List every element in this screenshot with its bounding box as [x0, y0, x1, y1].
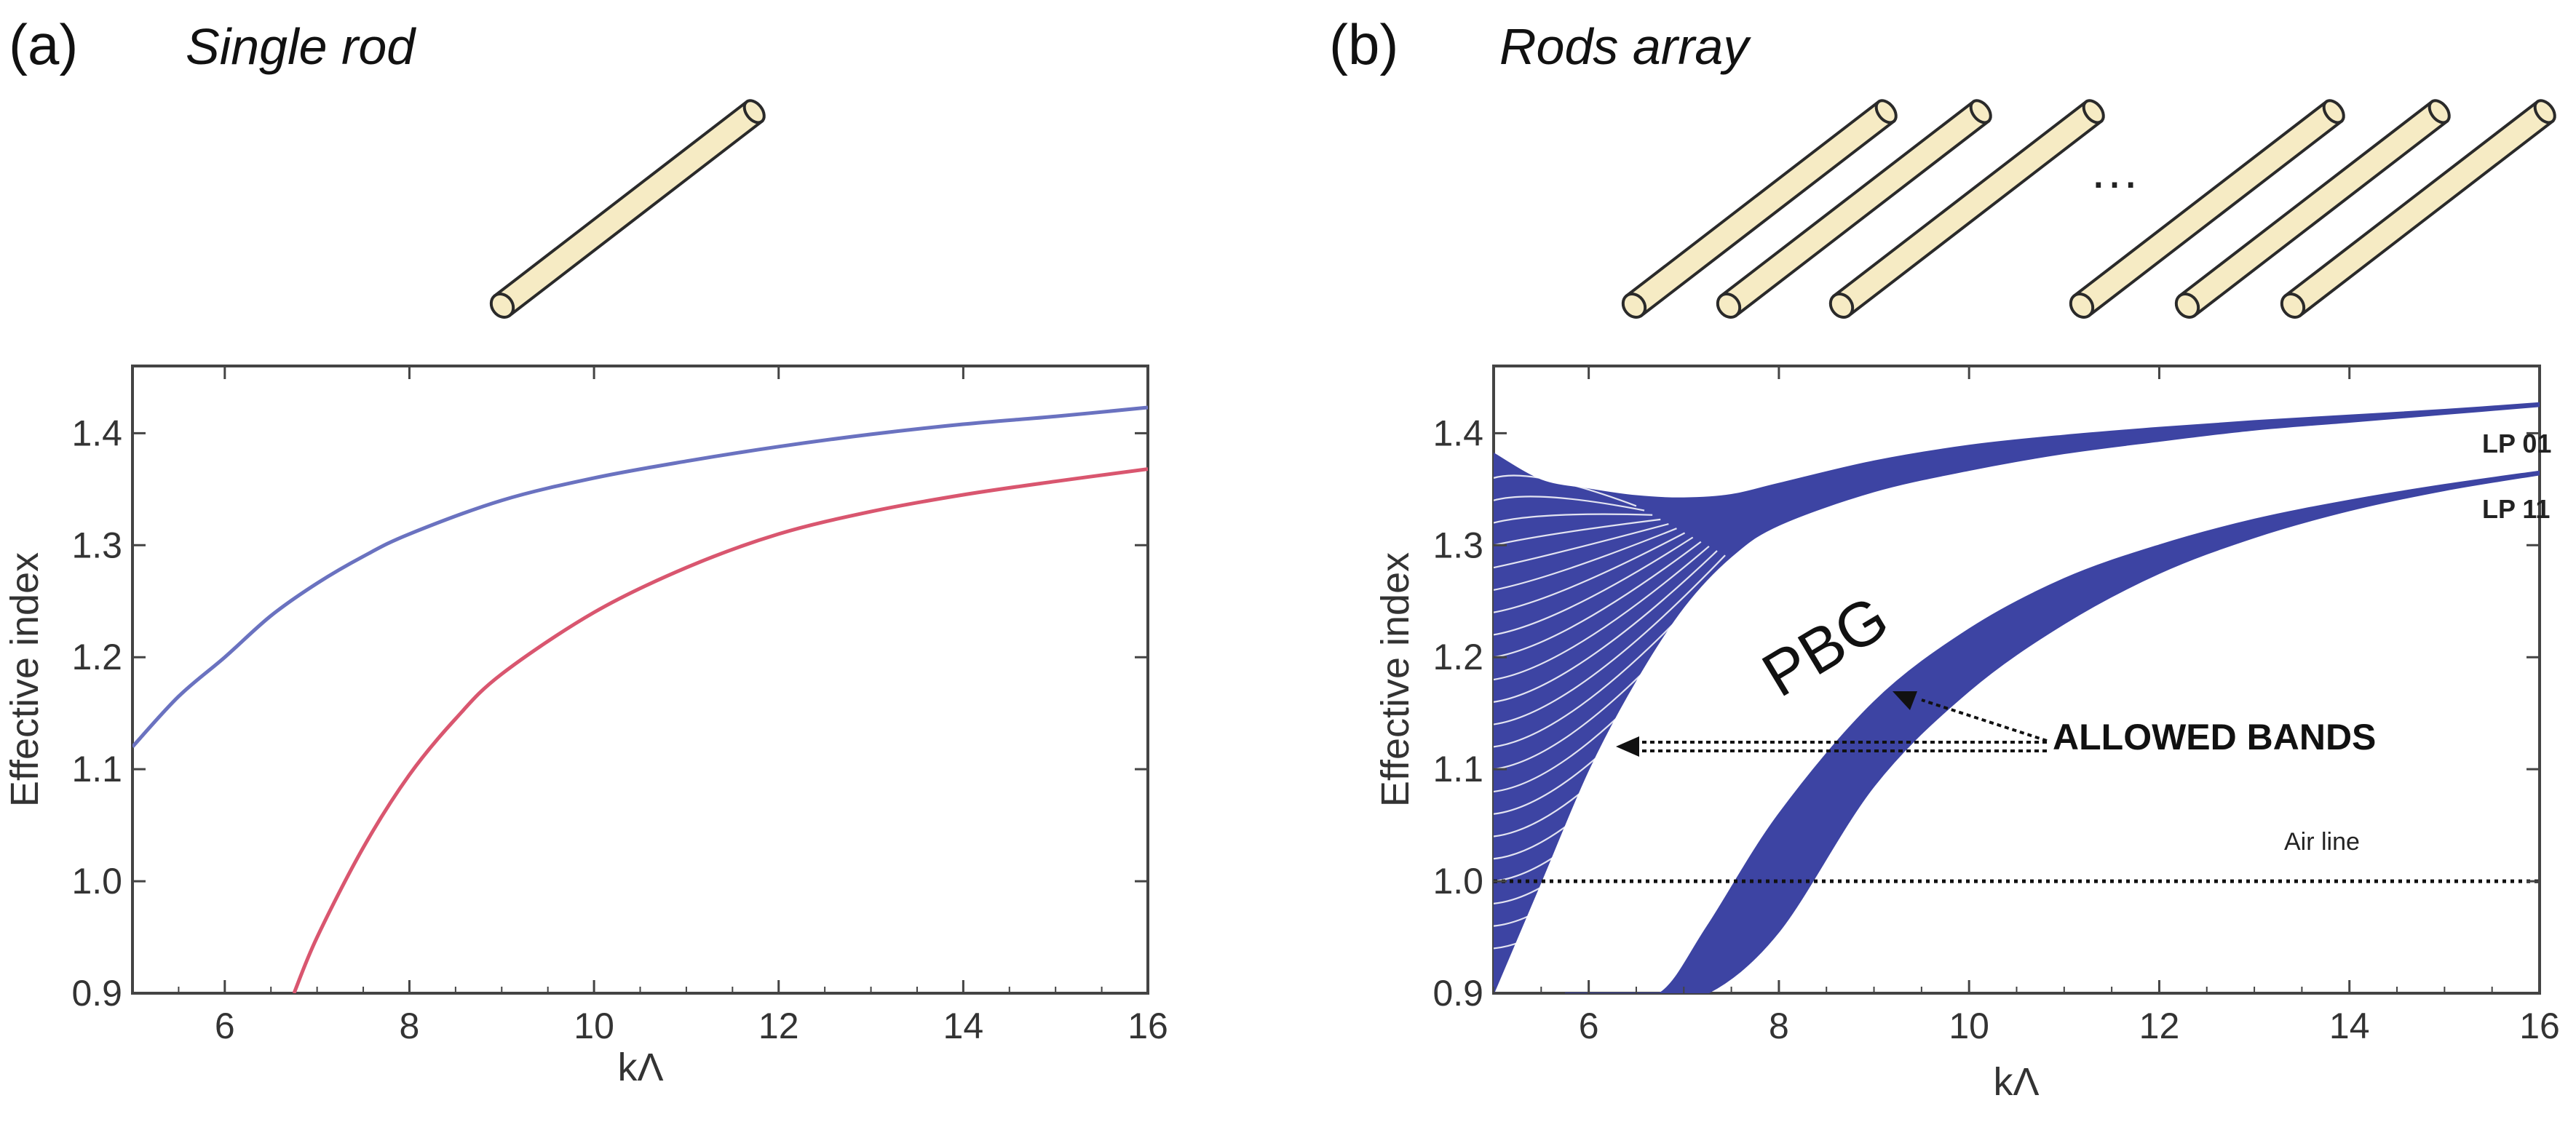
fine-line: [1494, 522, 1669, 569]
plot-b-bands: [1494, 402, 2540, 993]
band-fine-structure: [1494, 474, 1807, 950]
series-line-lp01: [132, 405, 1148, 749]
y-tick-label: 1.1: [71, 749, 122, 789]
y-axis-label-a: Effective index: [3, 552, 47, 807]
fine-line: [1494, 577, 1767, 837]
series-line-lp11: [292, 467, 1148, 993]
y-tick-label: 1.4: [71, 413, 122, 453]
x-tick-label: 12: [2139, 1006, 2180, 1046]
x-tick-label: 14: [2329, 1006, 2370, 1046]
fine-line: [1494, 581, 1775, 860]
panel-b: (b) Rods array … 6 8 10 12 14 16 0.9 1.0 1.1 1.2 1…: [1329, 12, 2560, 1104]
x-tick-label: 16: [1128, 1006, 1168, 1046]
y-axis-label-b: Effective index: [1374, 552, 1417, 807]
x-tick-label: 14: [943, 1006, 984, 1046]
fine-line: [1494, 496, 1645, 512]
y-tick-label: 1.0: [1432, 861, 1483, 902]
plot-frame-a: [131, 365, 1149, 995]
fine-line: [1494, 528, 1677, 591]
y-tick-label: 1.2: [71, 637, 122, 677]
y-tick-label: 1.0: [71, 861, 122, 902]
arrow-head-lp11: [1893, 691, 1917, 710]
rod-icon: [2174, 99, 2451, 319]
panel-b-letter: (b): [1329, 12, 1398, 76]
arrow-head-lp01: [1616, 736, 1639, 757]
panel-a-letter: (a): [9, 12, 78, 76]
plot-b-ticks: 6 8 10 12 14 16 0.9 1.0 1.1 1.2 1.3 1.4: [1432, 366, 2560, 1046]
fine-line: [1494, 590, 1791, 904]
x-tick-label: 6: [215, 1006, 235, 1046]
x-tick-label: 8: [400, 1006, 420, 1046]
arrow-line-lp11: [1921, 699, 2048, 742]
fine-line: [1494, 563, 1743, 771]
fine-line: [1494, 573, 1759, 815]
rod-icon: [489, 99, 766, 319]
lp01-label: LP 01: [2482, 429, 2551, 458]
rod-icon: [1621, 99, 1898, 319]
plot-a: 6 8 10 12 14 16 0.9 1.0 1.1 1.2 1.3 1.4 kΛ Effectiv…: [3, 365, 1168, 1089]
band-lp11: [1564, 470, 2540, 993]
rod-icon: [2069, 99, 2345, 319]
fine-line: [1494, 541, 1702, 659]
x-tick-label: 8: [1769, 1006, 1789, 1046]
y-tick-label: 0.9: [1432, 973, 1483, 1014]
plot-b: 6 8 10 12 14 16 0.9 1.0 1.1 1.2 1.3 1.4 kΛ Effectiv…: [1374, 365, 2560, 1104]
fine-line: [1494, 474, 1637, 507]
rods-ellipsis: …: [2089, 142, 2140, 199]
y-tick-label: 0.9: [71, 973, 122, 1014]
rod-icon: [1716, 99, 1992, 319]
plot-a-series: [132, 405, 1148, 993]
plot-a-ticks: 6 8 10 12 14 16 0.9 1.0 1.1 1.2 1.3 1.4: [71, 366, 1168, 1046]
x-axis-label-b: kΛ: [1993, 1060, 2039, 1104]
fine-line: [1494, 594, 1799, 927]
x-tick-label: 16: [2519, 1006, 2560, 1046]
x-axis-label-a: kΛ: [617, 1046, 663, 1089]
y-tick-label: 1.1: [1432, 749, 1483, 789]
air-line-label: Air line: [2284, 828, 2360, 856]
fine-line: [1494, 518, 1661, 546]
fine-line: [1494, 600, 1807, 950]
x-tick-label: 6: [1579, 1006, 1599, 1046]
allowed-bands-arrows: [1616, 691, 2048, 757]
panel-b-title: Rods array: [1499, 18, 1751, 75]
single-rod-illustration: [489, 99, 766, 319]
rod-icon: [2280, 99, 2556, 319]
rod-icon: [1828, 99, 2105, 319]
x-tick-label: 12: [758, 1006, 799, 1046]
fine-line: [1494, 586, 1783, 883]
fine-line: [1494, 550, 1718, 703]
rods-array-illustration: [1621, 99, 2556, 319]
fine-line: [1494, 532, 1686, 613]
fine-line: [1494, 568, 1751, 793]
band-lp01: [1494, 402, 2540, 993]
y-tick-label: 1.4: [1432, 413, 1483, 453]
pbg-label: PBG: [1751, 582, 1900, 710]
fine-line: [1494, 554, 1726, 725]
y-tick-label: 1.3: [71, 525, 122, 565]
fine-line: [1494, 536, 1694, 636]
fine-line: [1494, 513, 1653, 524]
fine-line: [1494, 559, 1735, 748]
allowed-bands-label: ALLOWED BANDS: [2053, 717, 2376, 757]
x-tick-label: 10: [574, 1006, 614, 1046]
y-tick-label: 1.3: [1432, 525, 1483, 565]
x-tick-label: 10: [1949, 1006, 1989, 1046]
fine-line: [1494, 545, 1710, 681]
panel-a: (a) Single rod 6 8 10 12 14 16 0.9 1.0 1.1 1.2 1.3…: [3, 12, 1168, 1089]
panel-a-title: Single rod: [186, 18, 416, 75]
lp11-label: LP 11: [2482, 494, 2550, 524]
y-tick-label: 1.2: [1432, 637, 1483, 677]
